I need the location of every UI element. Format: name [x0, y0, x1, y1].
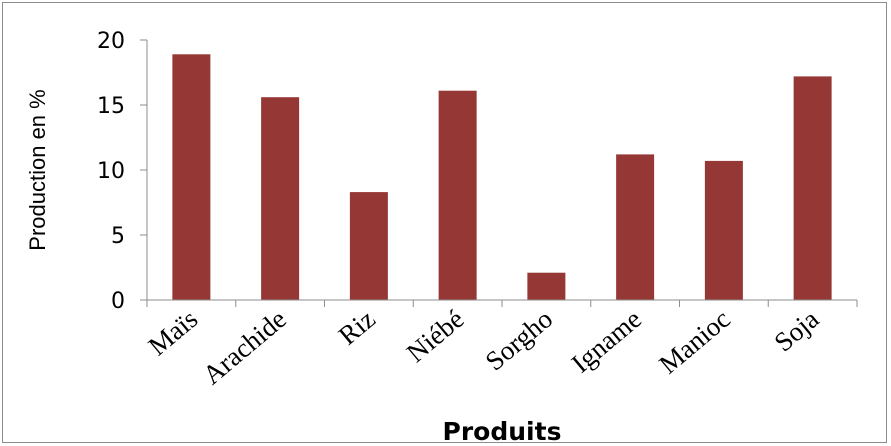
bar — [438, 90, 477, 300]
y-tick-label: 5 — [111, 224, 125, 249]
bar — [704, 160, 743, 300]
y-tick-label: 15 — [97, 94, 125, 119]
bars — [172, 54, 832, 301]
bar — [793, 76, 832, 301]
x-tick-label: Maïs — [143, 304, 204, 362]
y-tick-label: 0 — [111, 289, 125, 314]
x-tick-label: Niébé — [401, 304, 470, 368]
x-tick-label: Riz — [333, 304, 381, 351]
x-tick-label: Sorgho — [480, 304, 559, 377]
bar — [616, 154, 655, 300]
x-tick-label: Manioc — [653, 304, 735, 380]
bar — [349, 192, 388, 300]
x-tick-label: Soja — [768, 304, 824, 358]
y-tick-label: 10 — [97, 159, 125, 184]
y-tick-label: 20 — [97, 29, 125, 54]
bar — [527, 272, 566, 300]
bar — [261, 97, 300, 300]
x-axis-title: Produits — [443, 417, 562, 446]
y-axis-title: Production en % — [25, 89, 50, 250]
x-tick-label: Arachide — [197, 304, 292, 391]
bar — [172, 54, 211, 300]
x-tick-label: Igname — [566, 304, 647, 379]
y-axis-ticks — [140, 39, 147, 301]
y-axis-tick-labels: 0 5 10 15 20 — [97, 29, 125, 314]
x-axis-ticks — [146, 300, 858, 307]
